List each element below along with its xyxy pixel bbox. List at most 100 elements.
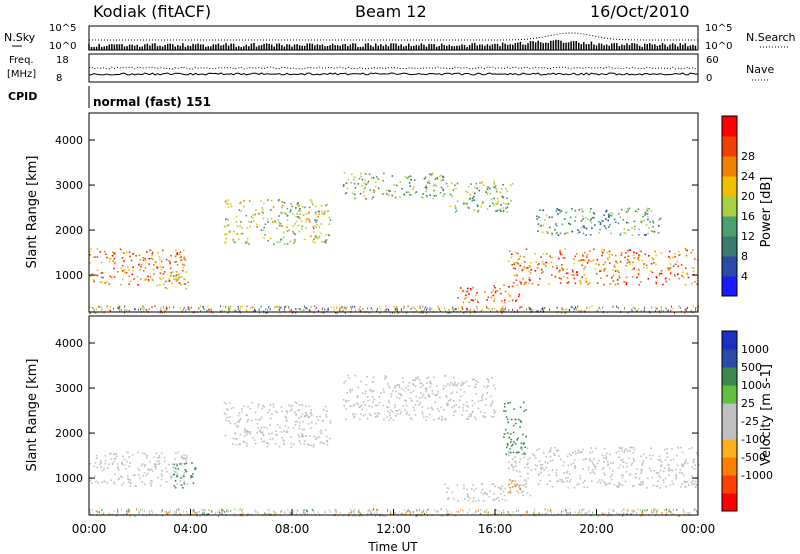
- scatter-cell: [578, 231, 581, 233]
- scatter-cell: [140, 278, 142, 280]
- scatter-cell: [186, 483, 189, 486]
- scatter-cell: [145, 278, 148, 280]
- near-range-cell: [581, 508, 583, 511]
- near-range-cell: [242, 515, 244, 517]
- scatter-cell: [262, 404, 265, 407]
- scatter-cell: [523, 268, 525, 270]
- scatter-cell: [625, 462, 628, 465]
- scatter-cell: [633, 267, 635, 270]
- scatter-cell: [608, 226, 610, 228]
- scatter-cell: [281, 436, 283, 439]
- scatter-cell: [581, 210, 584, 213]
- scatter-cell: [551, 459, 554, 461]
- scatter-cell: [148, 263, 150, 265]
- scatter-cell: [574, 282, 577, 285]
- scatter-cell: [627, 221, 630, 224]
- scatter-cell: [223, 401, 226, 404]
- scatter-cell: [618, 446, 621, 449]
- near-range-cell: [672, 513, 674, 516]
- scatter-cell: [262, 434, 265, 437]
- scatter-cell: [383, 172, 385, 175]
- scatter-cell: [474, 192, 476, 195]
- scatter-cell: [501, 498, 503, 501]
- near-range-cell: [288, 306, 290, 309]
- noise-right-tick-bottom: 10^0: [705, 41, 732, 52]
- scatter-cell: [255, 418, 257, 421]
- scatter-cell: [146, 456, 148, 459]
- scatter-cell: [140, 263, 143, 266]
- scatter-cell: [523, 282, 526, 284]
- scatter-cell: [108, 463, 110, 465]
- scatter-cell: [579, 282, 582, 284]
- scatter-cell: [356, 395, 359, 397]
- scatter-cell: [560, 481, 563, 483]
- scatter-cell: [150, 483, 152, 485]
- scatter-cell: [602, 252, 604, 254]
- scatter-cell: [615, 254, 617, 257]
- scatter-cell: [173, 275, 175, 277]
- colorbar-segment: [722, 367, 737, 386]
- scatter-cell: [177, 274, 179, 277]
- near-range-cell: [317, 310, 319, 312]
- scatter-cell: [523, 255, 525, 258]
- scatter-cell: [364, 392, 367, 395]
- near-range-cell: [630, 513, 632, 515]
- scatter-cell: [239, 225, 241, 227]
- scatter-cell: [267, 199, 269, 201]
- near-range-cell: [597, 309, 599, 312]
- scatter-cell: [321, 210, 323, 213]
- near-range-cell: [178, 508, 179, 511]
- scatter-cell: [557, 213, 559, 216]
- scatter-cell: [176, 464, 178, 467]
- scatter-cell: [401, 187, 403, 190]
- scatter-cell: [521, 269, 524, 271]
- scatter-cell: [420, 386, 422, 388]
- scatter-cell: [536, 218, 538, 220]
- near-range-cell: [544, 508, 546, 511]
- scatter-cell: [229, 402, 231, 404]
- scatter-cell: [479, 182, 481, 184]
- scatter-cell: [173, 278, 175, 280]
- scatter-cell: [515, 299, 518, 301]
- scatter-cell: [582, 481, 584, 484]
- scatter-cell: [601, 250, 604, 253]
- scatter-cell: [143, 465, 146, 468]
- near-range-cell: [305, 307, 307, 310]
- scatter-cell: [556, 267, 558, 269]
- scatter-cell: [353, 415, 355, 418]
- scatter-cell: [269, 237, 272, 240]
- nave-tick-top: 60: [706, 55, 719, 66]
- scatter-cell: [263, 226, 265, 229]
- near-range-cell: [247, 513, 249, 516]
- near-range-cell: [467, 511, 469, 514]
- scatter-cell: [540, 466, 542, 469]
- scatter-cell: [429, 173, 431, 175]
- scatter-cell: [329, 219, 332, 221]
- scatter-cell: [609, 283, 611, 285]
- scatter-cell: [444, 418, 447, 420]
- scatter-cell: [540, 468, 543, 470]
- scatter-cell: [434, 394, 436, 396]
- scatter-cell: [399, 412, 402, 415]
- scatter-cell: [527, 462, 529, 464]
- scatter-cell: [360, 413, 362, 415]
- scatter-cell: [566, 470, 569, 473]
- scatter-cell: [551, 274, 553, 276]
- scatter-cell: [428, 180, 430, 182]
- scatter-cell: [658, 274, 661, 276]
- scatter-cell: [694, 281, 696, 283]
- scatter-cell: [175, 279, 178, 282]
- scatter-cell: [549, 460, 552, 462]
- scatter-cell: [546, 253, 548, 255]
- scatter-cell: [687, 276, 690, 279]
- near-range-cell: [185, 309, 187, 312]
- near-range-cell: [97, 511, 99, 513]
- scatter-cell: [646, 209, 649, 212]
- near-range-cell: [316, 306, 318, 309]
- scatter-cell: [568, 473, 571, 475]
- near-range-cell: [528, 306, 530, 309]
- scatter-cell: [510, 441, 512, 443]
- near-range-cell: [688, 512, 690, 515]
- scatter-cell: [503, 301, 506, 304]
- scatter-cell: [511, 183, 514, 185]
